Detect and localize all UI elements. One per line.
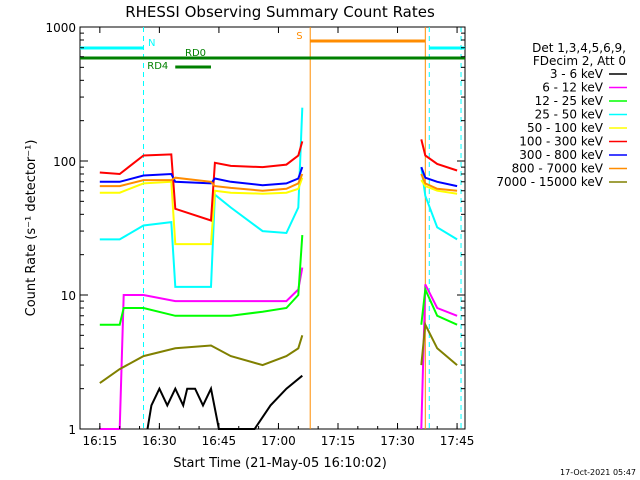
data-gap-0	[87, 28, 100, 428]
legend-label-1: 6 - 12 keV	[542, 81, 604, 95]
x-tick-label-5: 17:30	[380, 434, 415, 448]
x-tick-label-0: 16:15	[83, 434, 118, 448]
legend-label-5: 100 - 300 keV	[519, 135, 603, 149]
legend-label-3: 25 - 50 keV	[535, 108, 604, 122]
x-axis-title: Start Time (21-May-05 16:10:02)	[173, 456, 387, 471]
chart-title: RHESSI Observing Summary Count Rates	[125, 3, 435, 21]
x-tick-label-3: 17:00	[261, 434, 296, 448]
legend-header-1: FDecim 2, Att 0	[533, 54, 626, 68]
legend-label-7: 800 - 7000 keV	[512, 162, 604, 176]
footer-date: 17-Oct-2021 05:47	[560, 468, 636, 477]
series-lines	[99, 107, 458, 430]
flag-label-s: S	[296, 31, 302, 42]
x-tick-label-1: 16:30	[142, 434, 177, 448]
series-line-6	[99, 166, 458, 188]
data-gaps	[87, 28, 422, 428]
legend-label-8: 7000 - 15000 keV	[496, 175, 603, 189]
series-line-2	[99, 235, 458, 326]
flag-label-n: N	[148, 38, 155, 49]
data-gap-1	[306, 28, 422, 428]
legend: Det 1,3,4,5,6,9,FDecim 2, Att 03 - 6 keV…	[496, 41, 627, 189]
flag-bars: N S RD0 RD4	[80, 31, 465, 72]
legend-label-0: 3 - 6 keV	[550, 67, 604, 81]
series-line-7	[99, 173, 458, 192]
y-axis-title: Count Rate (s⁻¹ detector⁻¹)	[24, 140, 39, 317]
series-line-5	[99, 139, 458, 222]
legend-label-4: 50 - 100 keV	[527, 121, 604, 135]
y-tick-label-2: 100	[53, 155, 76, 169]
x-axis: 16:15 16:30 16:45 17:00 17:15 17:30 17:45	[79, 27, 475, 448]
legend-header-0: Det 1,3,4,5,6,9,	[532, 41, 626, 55]
series-line-4	[99, 177, 458, 246]
x-tick-label-4: 17:15	[321, 434, 356, 448]
y-tick-label-1: 10	[61, 289, 76, 303]
x-tick-label-2: 16:45	[202, 434, 237, 448]
y-tick-label-3: 1000	[45, 21, 76, 35]
plot-frame	[79, 26, 466, 430]
vertical-markers	[143, 27, 462, 429]
flag-label-rd0: RD0	[185, 48, 206, 59]
y-tick-label-0: 1	[68, 423, 76, 437]
series-line-1	[99, 267, 458, 430]
y-axis: 1 10 100 1000	[45, 21, 465, 437]
x-tick-label-6: 17:45	[440, 434, 475, 448]
legend-label-2: 12 - 25 keV	[535, 94, 604, 108]
flag-label-rd4: RD4	[147, 61, 168, 72]
series-line-0	[146, 374, 303, 430]
series-line-8	[99, 321, 458, 384]
legend-label-6: 300 - 800 keV	[519, 148, 603, 162]
